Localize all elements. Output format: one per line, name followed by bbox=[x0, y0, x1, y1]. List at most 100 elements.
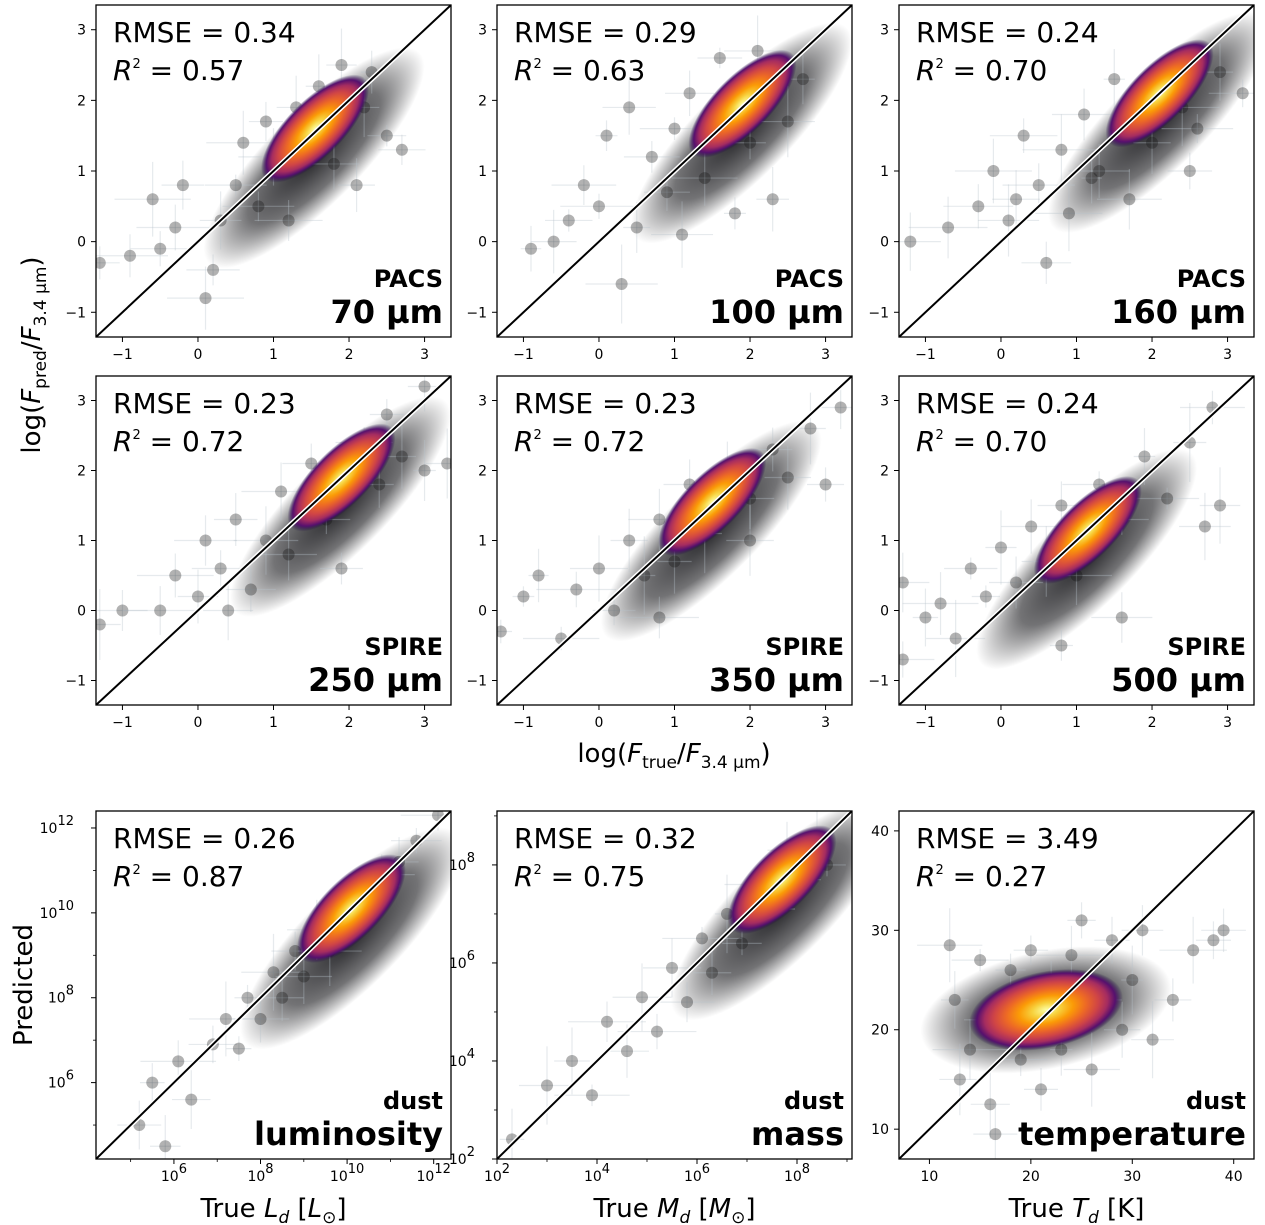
band-label-bottom: 500 µm bbox=[1111, 661, 1246, 699]
data-point bbox=[1191, 122, 1204, 135]
x-tick-label: 0 bbox=[194, 347, 203, 363]
rmse-label: RMSE = 0.24 bbox=[916, 16, 1099, 49]
data-point bbox=[1138, 450, 1151, 463]
data-point bbox=[1004, 964, 1017, 977]
y-tick-label: 106 bbox=[48, 1069, 74, 1092]
y-tick-label: 1 bbox=[77, 164, 86, 180]
y-tick-label: 0 bbox=[478, 235, 487, 251]
plot-area bbox=[497, 5, 852, 337]
data-point bbox=[592, 562, 605, 575]
data-point bbox=[1146, 136, 1159, 149]
band-label-bottom: 350 µm bbox=[709, 661, 844, 699]
x-tick-label: −1 bbox=[513, 715, 534, 731]
data-point bbox=[267, 966, 280, 979]
panel-dust-mass: 102 104 106 108 102 104 106 108 RMSE = 0.32 R2 = … bbox=[449, 810, 853, 1185]
data-point bbox=[681, 996, 693, 1009]
panel-spire-500: −1 0 1 2 3 −1 0 1 2 3 RMSE = 0.24 R2 = 0.70 SPIRE500… bbox=[868, 375, 1255, 731]
data-point bbox=[1136, 924, 1149, 937]
data-point bbox=[275, 485, 288, 498]
x-tick-label: 0 bbox=[595, 715, 604, 731]
x-tick-label: 0 bbox=[997, 715, 1006, 731]
data-point bbox=[989, 1128, 1002, 1141]
x-axis-title-true: True Ld [L⊙] bbox=[199, 1194, 346, 1225]
x-tick-label: 106 bbox=[161, 1162, 187, 1185]
plot-area bbox=[96, 811, 451, 1159]
data-point bbox=[1217, 924, 1230, 937]
band-label-bottom: 70 µm bbox=[330, 293, 443, 331]
y-tick-label: 108 bbox=[449, 851, 475, 874]
x-tick-label: 2 bbox=[1148, 347, 1157, 363]
x-tick-label: 2 bbox=[345, 347, 354, 363]
x-tick-label: −1 bbox=[112, 715, 133, 731]
data-point bbox=[222, 604, 235, 617]
one-to-one-line bbox=[96, 5, 451, 337]
data-point bbox=[964, 1043, 976, 1056]
x-tick-label: 2 bbox=[746, 715, 755, 731]
data-point bbox=[586, 1089, 598, 1102]
band-label-bottom: 160 µm bbox=[1111, 293, 1246, 331]
data-point bbox=[327, 157, 340, 170]
data-point bbox=[96, 256, 106, 269]
data-point bbox=[744, 136, 757, 149]
x-tick-label: 0 bbox=[997, 347, 1006, 363]
x-tick-label: 1 bbox=[1072, 347, 1081, 363]
data-point bbox=[199, 534, 212, 547]
y-tick-label: −1 bbox=[466, 674, 487, 690]
x-tick-label: −1 bbox=[513, 347, 534, 363]
plot-area bbox=[899, 376, 1254, 705]
data-point bbox=[1078, 108, 1091, 121]
data-point bbox=[948, 993, 961, 1006]
r2-label: R2 = 0.63 bbox=[514, 54, 645, 87]
panel-pacs-100: −1 0 1 2 3 −1 0 1 2 3 RMSE = 0.29 R2 = 0.63 PACS100 … bbox=[466, 4, 853, 363]
one-to-one-line bbox=[497, 5, 852, 337]
x-tick-label: 3 bbox=[821, 347, 830, 363]
x-tick-label: 30 bbox=[1123, 1169, 1141, 1185]
data-point bbox=[252, 200, 265, 213]
r2-label: R2 = 0.70 bbox=[916, 425, 1047, 458]
data-point bbox=[185, 1093, 198, 1106]
band-label-bottom: temperature bbox=[1018, 1115, 1246, 1153]
y-tick-label: 3 bbox=[880, 23, 889, 39]
band-label-bottom: 100 µm bbox=[709, 293, 844, 331]
x-tick-label: 106 bbox=[684, 1162, 710, 1185]
data-point bbox=[979, 590, 992, 603]
data-point bbox=[169, 569, 182, 582]
x-tick-label: 108 bbox=[247, 1162, 273, 1185]
y-tick-label: 104 bbox=[449, 1047, 475, 1070]
data-point bbox=[276, 991, 289, 1004]
x-tick-label: 3 bbox=[1223, 715, 1232, 731]
y-tick-label: 1 bbox=[880, 534, 889, 550]
data-point bbox=[395, 450, 408, 463]
data-point bbox=[1161, 492, 1174, 505]
one-to-one-line bbox=[96, 811, 451, 1159]
x-tick-label: 1 bbox=[269, 347, 278, 363]
x-tick-label: 2 bbox=[1148, 715, 1157, 731]
data-point bbox=[934, 597, 947, 610]
y-tick-label: −1 bbox=[65, 305, 86, 321]
data-point bbox=[172, 1055, 185, 1068]
data-point bbox=[1055, 143, 1068, 156]
data-point bbox=[1198, 520, 1211, 533]
x-tick-label: 20 bbox=[1022, 1169, 1040, 1185]
rmse-label: RMSE = 0.23 bbox=[514, 387, 697, 420]
y-tick-label: 40 bbox=[871, 824, 889, 840]
data-point bbox=[219, 1012, 232, 1025]
data-point bbox=[497, 625, 507, 638]
band-label-bottom: 250 µm bbox=[308, 661, 443, 699]
r2-label: R2 = 0.75 bbox=[514, 860, 645, 893]
r2-label: R2 = 0.70 bbox=[916, 54, 1047, 87]
x-tick-label: 1 bbox=[1072, 715, 1081, 731]
one-to-one-line bbox=[899, 376, 1254, 705]
data-point bbox=[636, 991, 648, 1004]
band-label-top: dust bbox=[1186, 1087, 1246, 1115]
data-point bbox=[335, 59, 348, 72]
x-tick-label: 40 bbox=[1225, 1169, 1243, 1185]
data-point bbox=[297, 970, 310, 983]
y-tick-label: 0 bbox=[77, 604, 86, 620]
x-tick-label: −1 bbox=[915, 715, 936, 731]
data-point bbox=[154, 604, 167, 617]
y-tick-label: 0 bbox=[478, 604, 487, 620]
data-point bbox=[1126, 974, 1139, 987]
